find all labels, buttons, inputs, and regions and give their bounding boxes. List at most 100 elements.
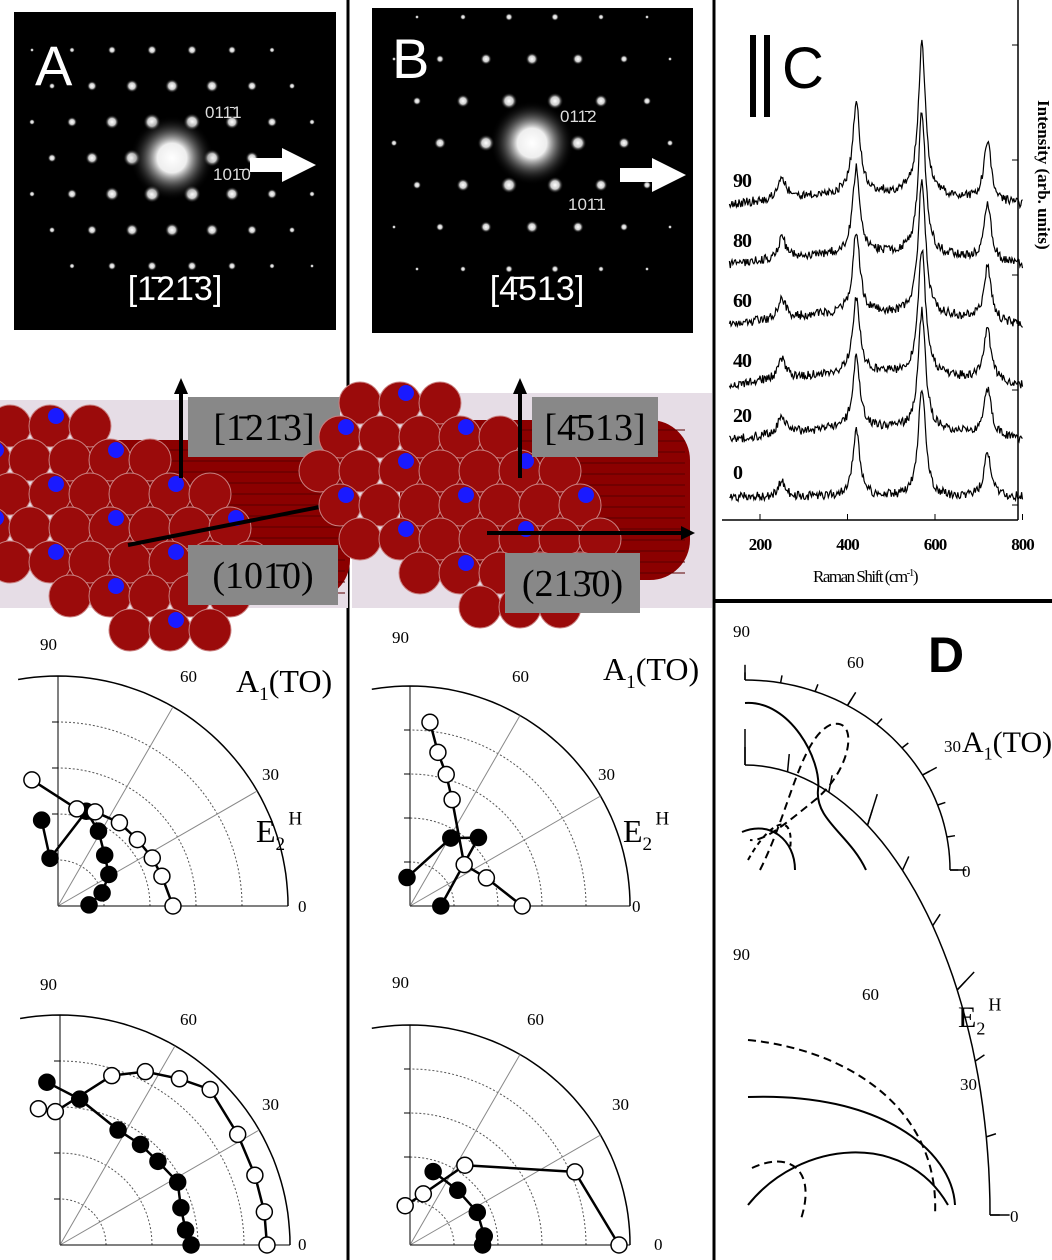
mode-label: A1(TO)	[962, 726, 1052, 764]
filled-point	[425, 1164, 441, 1180]
open-point	[567, 1164, 583, 1180]
atom-blue	[48, 476, 64, 492]
diffraction-spot	[108, 262, 116, 270]
panel-label: D	[928, 627, 964, 683]
open-point	[397, 1198, 413, 1214]
atom-blue	[108, 442, 124, 458]
direction-label: [4̄513]	[544, 407, 645, 449]
open-point	[69, 801, 85, 817]
filled-point	[178, 1222, 194, 1238]
diffraction-spot	[594, 94, 607, 107]
open-point	[415, 1186, 431, 1202]
diffraction-spot	[643, 181, 651, 189]
filled-point	[34, 812, 50, 828]
open-point	[47, 1104, 63, 1120]
filled-point	[443, 830, 459, 846]
open-point	[456, 857, 472, 873]
mode-base: A	[603, 651, 626, 687]
mode-subscript: 2	[276, 834, 286, 855]
diffraction-spot	[49, 227, 55, 233]
diffraction-spot	[456, 178, 469, 191]
diffraction-spot	[206, 224, 219, 237]
atom	[459, 586, 501, 628]
diffraction-spot	[105, 187, 119, 201]
angle-label: 90	[40, 975, 57, 994]
angle-label: 60	[512, 667, 529, 686]
angle-label: 0	[962, 862, 971, 881]
atomic-model: [4̄513](213̄0)	[299, 378, 712, 628]
mode-base: E	[958, 1001, 976, 1034]
diffraction-spot	[572, 53, 583, 64]
diffraction-spot	[67, 117, 77, 127]
diffraction-spot	[618, 137, 630, 149]
diffraction-spot	[165, 79, 179, 93]
filled-point	[81, 897, 97, 913]
diffraction-spot	[108, 46, 116, 54]
open-point	[611, 1237, 627, 1253]
diffraction-spot	[391, 140, 398, 147]
spot-index: 011̄1	[205, 103, 242, 122]
diffraction-spot	[620, 55, 628, 63]
filled-point	[183, 1237, 199, 1253]
angle-label: 0	[1010, 1207, 1019, 1226]
atom-blue	[398, 453, 414, 469]
mode-subscript: 2	[643, 834, 653, 855]
diffraction-spot	[415, 15, 419, 19]
mode-suffix: (TO)	[993, 726, 1052, 759]
open-point	[154, 868, 170, 884]
atom-blue	[458, 487, 474, 503]
atom-blue	[108, 510, 124, 526]
filled-point	[72, 1091, 88, 1107]
open-point	[137, 1064, 153, 1080]
atom-blue	[168, 612, 184, 628]
panel-label: B	[392, 27, 429, 90]
diffraction-pattern: B011̄2101̄1[4̄513]	[372, 8, 693, 333]
diffraction-spot	[247, 81, 257, 91]
diffraction-spot	[413, 97, 421, 105]
diffraction-spot	[126, 80, 139, 93]
open-point	[165, 898, 181, 914]
diffraction-spot	[645, 267, 649, 271]
diffraction-spot	[228, 46, 236, 54]
diffraction-spot	[620, 223, 628, 231]
filled-point	[101, 866, 117, 882]
filled-point	[475, 1237, 491, 1253]
angle-label: 30	[960, 1075, 977, 1094]
open-point	[422, 714, 438, 730]
atom-blue	[458, 419, 474, 435]
diffraction-spot	[668, 225, 672, 229]
angle-label: 30	[944, 737, 961, 756]
angle-label: 90	[392, 973, 409, 992]
open-point	[478, 870, 494, 886]
angle-label: 90	[392, 628, 409, 647]
diffraction-spot	[436, 55, 444, 63]
spectrum-label: 80	[733, 230, 752, 252]
open-point	[444, 792, 460, 808]
central-beam	[130, 116, 214, 200]
atom-blue	[168, 544, 184, 560]
figure: A011̄1101̄0[1̄21̄3]B011̄2101̄1[4̄513][1̄…	[0, 0, 1052, 1260]
atom-blue	[48, 544, 64, 560]
page: {"panels":[ {"label":"A","zone_axis":"[1…	[0, 0, 1052, 1260]
diffraction-spot	[645, 15, 649, 19]
mode-superscript: H	[655, 808, 669, 829]
diffraction-spot	[598, 266, 604, 272]
diffraction-spot	[598, 14, 604, 20]
angle-label: 30	[598, 765, 615, 784]
angle-label: 60	[527, 1010, 544, 1029]
spectrum-label: 90	[733, 170, 752, 192]
filled-point	[433, 898, 449, 914]
filled-point	[173, 1200, 189, 1216]
filled-point	[110, 1122, 126, 1138]
atom-blue	[458, 555, 474, 571]
diffraction-spot	[147, 45, 157, 55]
open-point	[171, 1071, 187, 1087]
spectrum-label: 40	[733, 350, 752, 372]
diffraction-spot	[247, 225, 257, 235]
diffraction-spot	[206, 80, 219, 93]
filled-point	[450, 1182, 466, 1198]
filled-point	[150, 1153, 166, 1169]
open-point	[230, 1126, 246, 1142]
diffraction-spot	[165, 223, 179, 237]
diffraction-spot	[69, 263, 75, 269]
